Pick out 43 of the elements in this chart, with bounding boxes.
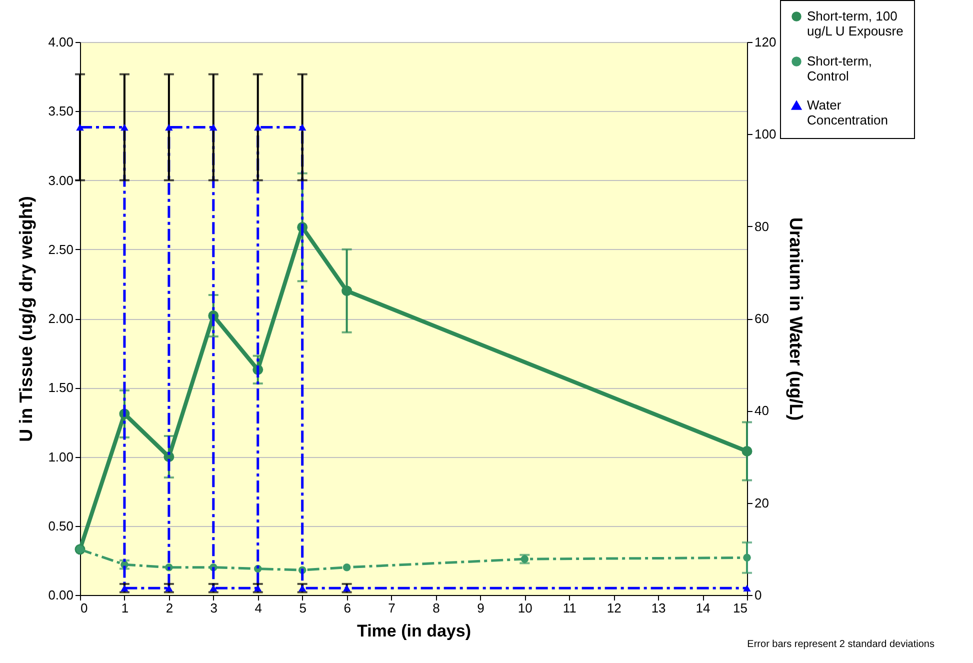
x-tick-label: 10 bbox=[518, 600, 532, 616]
y2-tick-label: 100 bbox=[754, 126, 776, 142]
x-tick-label: 8 bbox=[432, 600, 440, 616]
y-tick-label: 3.00 bbox=[48, 172, 74, 188]
x-tick-label: 6 bbox=[344, 600, 351, 616]
x-tick-label: 9 bbox=[477, 600, 484, 616]
x-tick-label: 4 bbox=[254, 600, 262, 616]
y2-axis-title: Uranium in Water (ug/L) bbox=[786, 217, 806, 421]
y-tick-label: 1.00 bbox=[48, 449, 74, 464]
x-axis-title: Time (in days) bbox=[357, 622, 471, 640]
x-tick-label: 3 bbox=[210, 600, 218, 616]
x-tick-label: 0 bbox=[80, 600, 88, 616]
x-tick-label: 2 bbox=[166, 600, 174, 616]
x-tick-label: 15 bbox=[733, 600, 748, 616]
x-tick-label: 5 bbox=[299, 600, 306, 616]
y-tick-label: 3.50 bbox=[48, 104, 74, 119]
y-tick-label: 2.00 bbox=[48, 311, 74, 326]
legend-label: Water Concentration bbox=[807, 98, 888, 128]
point bbox=[742, 446, 752, 456]
x-tick-label: 13 bbox=[651, 600, 666, 616]
point bbox=[342, 563, 351, 572]
legend-label: Short-term, 100 ug/L U Expousre bbox=[807, 8, 904, 38]
x-tick-label: 11 bbox=[562, 600, 576, 616]
y2-tick-label: 0 bbox=[754, 588, 762, 602]
x-tick-label: 12 bbox=[606, 600, 622, 616]
text: Error bars represent 2 standard deviations bbox=[747, 639, 934, 650]
point bbox=[342, 286, 352, 296]
y2-tick-label: 80 bbox=[754, 218, 769, 234]
point bbox=[743, 554, 751, 562]
y2-tick-label: 120 bbox=[754, 34, 776, 50]
y2-tick-label: 20 bbox=[754, 495, 769, 510]
y-tick-label: 0.00 bbox=[48, 588, 74, 602]
y-tick-label: 2.50 bbox=[48, 242, 74, 257]
y-tick-label: 1.50 bbox=[48, 380, 74, 396]
x-tick-label: 14 bbox=[696, 600, 710, 616]
y-axis-title: U in Tissue (ug/g dry weight) bbox=[16, 196, 36, 442]
x-tick-label: 1 bbox=[121, 600, 129, 616]
y2-tick-label: 60 bbox=[754, 311, 769, 326]
legend-label: Short-term, Control bbox=[807, 54, 872, 84]
y2-tick-label: 40 bbox=[754, 403, 769, 418]
y-tick-label: 4.00 bbox=[48, 34, 74, 50]
x-tick-label: 7 bbox=[388, 600, 396, 616]
y-tick-label: 0.50 bbox=[48, 518, 74, 534]
